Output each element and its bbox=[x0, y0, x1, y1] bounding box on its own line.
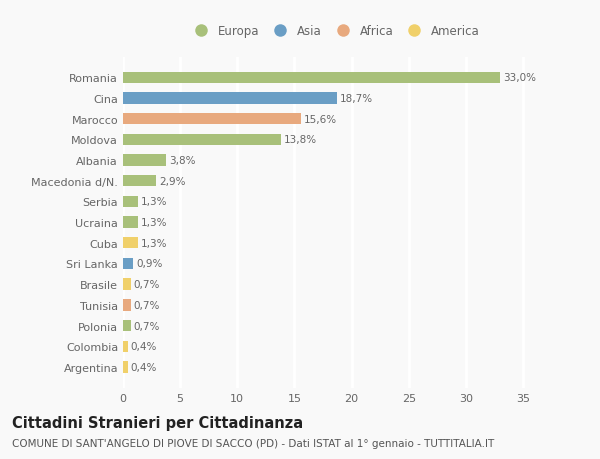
Text: 2,9%: 2,9% bbox=[159, 176, 185, 186]
Bar bbox=[123, 279, 131, 290]
Bar bbox=[123, 114, 301, 125]
Bar bbox=[123, 217, 138, 228]
Bar bbox=[123, 73, 500, 84]
Text: 0,9%: 0,9% bbox=[136, 259, 163, 269]
Bar bbox=[123, 176, 156, 187]
Bar bbox=[123, 341, 128, 352]
Text: 15,6%: 15,6% bbox=[304, 114, 337, 124]
Text: 18,7%: 18,7% bbox=[340, 94, 373, 104]
Bar bbox=[123, 134, 281, 146]
Text: 13,8%: 13,8% bbox=[284, 135, 317, 145]
Bar bbox=[123, 93, 337, 104]
Bar bbox=[123, 320, 131, 331]
Text: 0,4%: 0,4% bbox=[130, 341, 157, 352]
Text: 0,7%: 0,7% bbox=[134, 300, 160, 310]
Bar bbox=[123, 155, 166, 166]
Bar bbox=[123, 196, 138, 207]
Legend: Europa, Asia, Africa, America: Europa, Asia, Africa, America bbox=[185, 20, 484, 43]
Bar bbox=[123, 238, 138, 249]
Text: 1,3%: 1,3% bbox=[141, 197, 167, 207]
Text: 33,0%: 33,0% bbox=[503, 73, 536, 83]
Text: 0,7%: 0,7% bbox=[134, 280, 160, 290]
Text: 0,4%: 0,4% bbox=[130, 362, 157, 372]
Text: Cittadini Stranieri per Cittadinanza: Cittadini Stranieri per Cittadinanza bbox=[12, 415, 303, 431]
Text: 1,3%: 1,3% bbox=[141, 238, 167, 248]
Bar bbox=[123, 362, 128, 373]
Text: COMUNE DI SANT'ANGELO DI PIOVE DI SACCO (PD) - Dati ISTAT al 1° gennaio - TUTTIT: COMUNE DI SANT'ANGELO DI PIOVE DI SACCO … bbox=[12, 438, 494, 448]
Bar bbox=[123, 258, 133, 269]
Text: 1,3%: 1,3% bbox=[141, 218, 167, 228]
Text: 3,8%: 3,8% bbox=[169, 156, 196, 166]
Bar bbox=[123, 300, 131, 311]
Text: 0,7%: 0,7% bbox=[134, 321, 160, 331]
